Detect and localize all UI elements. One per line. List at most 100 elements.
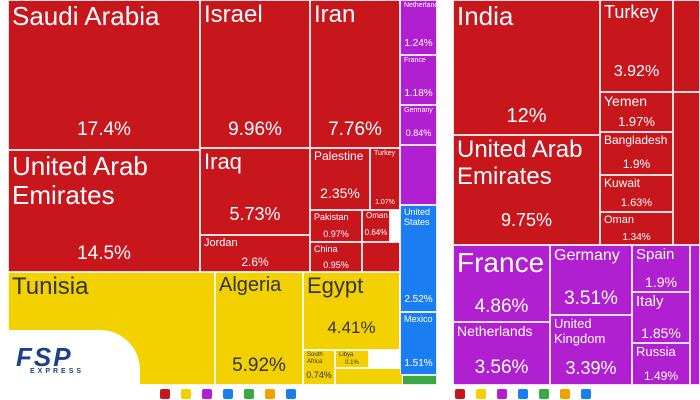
- treemap-tile: Oman 1.34%: [600, 212, 673, 245]
- tile-value: 1.9%: [645, 274, 677, 290]
- tile-value: 2.6%: [241, 255, 269, 269]
- treemap-tile: France 4.86%: [453, 245, 550, 322]
- tile-value: 1.85%: [641, 325, 681, 341]
- treemap-tile: United States 2.52%: [400, 205, 437, 312]
- tile-value: 5.73%: [229, 204, 281, 224]
- tile-label: Iran: [314, 1, 356, 28]
- logo-tagline: EXPRESS: [30, 368, 85, 375]
- legend-icon: [286, 389, 296, 399]
- legend-icon: [181, 389, 191, 399]
- logo-name: FSP: [16, 342, 73, 372]
- tile-label: United Arab Emirates: [457, 136, 583, 190]
- tile-value: 0.97%: [323, 229, 349, 239]
- tile-label: Kuwait: [604, 176, 641, 190]
- tile-label: Yemen: [604, 93, 648, 109]
- small-tiles: [400, 145, 437, 205]
- treemap-tile: Pakistan 0.97%: [310, 210, 362, 242]
- treemap-tile: Netherlands 1.24%: [400, 0, 437, 55]
- legend-icon: [581, 389, 591, 399]
- tile-value: 7.76%: [328, 119, 382, 140]
- tile-label: Israel: [204, 1, 263, 28]
- tile-value: 0.84%: [405, 128, 432, 138]
- tile-label: Germany: [404, 107, 433, 114]
- tile-value: 9.75%: [500, 210, 553, 230]
- tile-label: Italy: [636, 293, 664, 310]
- tile-label: Bangladesh: [604, 133, 668, 147]
- legend-icon: [265, 389, 275, 399]
- tile-label: Netherlands: [457, 323, 533, 339]
- tile-label: Turkey: [374, 150, 396, 157]
- tile-value: 1.07%: [375, 199, 395, 206]
- tile-label: Mexico: [404, 314, 433, 324]
- tile-value: 4.41%: [327, 318, 376, 337]
- tile-label: Oman: [366, 211, 388, 220]
- tile-label: United States: [404, 207, 431, 228]
- tile-value: 3.51%: [564, 288, 618, 309]
- treemap-tile: United Kingdom 3.39%: [550, 315, 632, 385]
- tile-label: South Africa: [307, 352, 323, 365]
- treemap-tile: Libya 0.1%: [335, 350, 369, 368]
- cut-tile: [673, 92, 700, 245]
- treemap-tile: Mexico 1.51%: [400, 312, 437, 375]
- tile-value: 12%: [506, 105, 547, 127]
- legend-icon: [223, 389, 233, 399]
- treemap-tile: Kuwait 1.63%: [600, 175, 673, 212]
- legend-icon: [476, 389, 486, 399]
- tile-value: 1.18%: [404, 88, 433, 99]
- tile-label: France: [404, 57, 426, 64]
- tile-label: Jordan: [204, 237, 238, 249]
- tile-value: 5.92%: [232, 355, 286, 376]
- treemap-tile: Russia 1.49%: [632, 343, 690, 385]
- treemap-tile: Oman 0.64%: [362, 210, 390, 242]
- treemap-tile: Spain 1.9%: [632, 245, 690, 292]
- tile-label: Egypt: [307, 273, 364, 298]
- treemap-tile: France 1.18%: [400, 55, 437, 105]
- legend-icon: [560, 389, 570, 399]
- tile-label: Oman: [604, 214, 634, 226]
- tile-label: Russia: [636, 344, 676, 359]
- treemap-tile: Turkey 1.07%: [370, 148, 400, 210]
- treemap-tile: United Arab Emirates 14.5%: [8, 150, 200, 272]
- treemap-tile: Jordan 2.6%: [200, 235, 310, 272]
- tile-value: 9.96%: [228, 119, 282, 140]
- treemap-tile: Iran 7.76%: [310, 0, 400, 148]
- legend-icon: [455, 389, 465, 399]
- tile-value: 3.56%: [474, 357, 529, 378]
- tile-label: Pakistan: [314, 212, 349, 222]
- tile-label: Saudi Arabia: [12, 1, 160, 31]
- tile-label: Germany: [554, 247, 620, 264]
- treemap-tile: United Arab Emirates 9.75%: [453, 135, 600, 245]
- legend-icon: [497, 389, 507, 399]
- cut-tile: [673, 0, 700, 92]
- treemap-tile: Palestine 2.35%: [310, 148, 370, 210]
- tile-value: 1.24%: [404, 38, 433, 49]
- tile-value: 3.92%: [613, 63, 660, 80]
- treemap-tile: Germany 0.84%: [400, 105, 437, 145]
- tile-value: 1.63%: [620, 197, 653, 209]
- treemap-tile: Saudi Arabia 17.4%: [8, 0, 200, 150]
- treemap-tile: China 0.95%: [310, 242, 362, 272]
- cut-tile: [690, 245, 700, 385]
- legend-icon: [539, 389, 549, 399]
- tile-value: 0.64%: [364, 228, 388, 237]
- logo: FSP EXPRESS: [0, 330, 140, 386]
- tile-value: 2.35%: [320, 185, 360, 201]
- tile-value: 17.4%: [77, 119, 131, 140]
- tile-label: Netherlands: [404, 2, 436, 9]
- treemap-tile: Algeria 5.92%: [215, 272, 303, 385]
- treemap-tile: Bangladesh 1.9%: [600, 132, 673, 175]
- tile-value: 1.34%: [622, 232, 651, 243]
- tile-label: China: [314, 244, 338, 254]
- tile-value: 14.5%: [77, 243, 131, 264]
- tile-label: Turkey: [604, 2, 659, 22]
- small-tiles: [400, 375, 437, 385]
- treemap-tile: Italy 1.85%: [632, 292, 690, 343]
- legend-icon: [160, 389, 170, 399]
- treemap-tile: Yemen 1.97%: [600, 92, 673, 132]
- treemap-tile: Turkey 3.92%: [600, 0, 673, 92]
- treemap-tile: Iraq 5.73%: [200, 148, 310, 235]
- tile-value: 1.49%: [643, 369, 679, 383]
- tile-value: 1.9%: [622, 157, 651, 171]
- tile-value: 1.51%: [404, 358, 433, 369]
